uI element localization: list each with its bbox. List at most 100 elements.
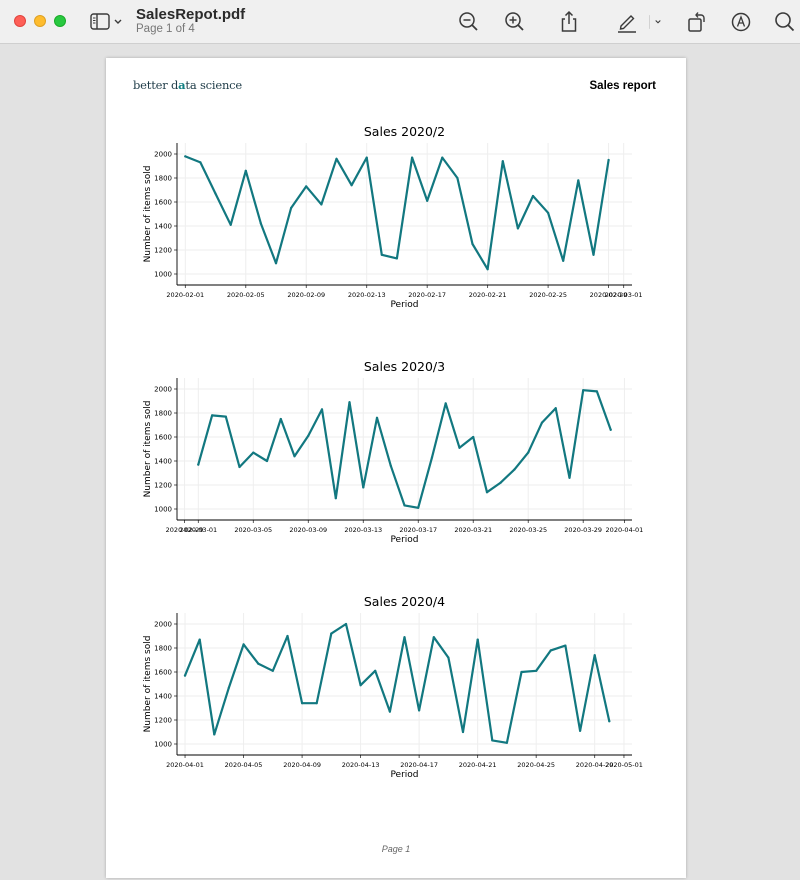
y-tick-label: 1200 xyxy=(154,717,172,725)
close-window-button[interactable] xyxy=(14,15,26,27)
data-point xyxy=(472,435,475,439)
y-tick-label: 1400 xyxy=(154,693,172,701)
data-point xyxy=(362,486,365,489)
page-indicator: Page 1 of 4 xyxy=(136,23,195,35)
data-point xyxy=(417,506,420,509)
data-point xyxy=(271,669,274,672)
y-axis-label: Number of items sold xyxy=(143,636,153,733)
x-tick-label: 2020-02-25 xyxy=(529,291,567,299)
data-point xyxy=(608,720,611,723)
markup-menu-button[interactable] xyxy=(648,9,668,35)
data-point xyxy=(389,464,392,467)
sidebar-toggle-button[interactable] xyxy=(88,10,126,34)
data-point xyxy=(547,211,550,214)
data-point xyxy=(330,632,333,635)
data-point xyxy=(344,622,348,626)
y-tick-label: 1600 xyxy=(154,669,172,677)
maximize-window-button[interactable] xyxy=(54,15,66,27)
data-point xyxy=(527,451,530,454)
annotate-button[interactable] xyxy=(728,9,754,35)
x-tick-label: 2020-02-09 xyxy=(287,291,325,299)
data-point xyxy=(607,158,610,162)
y-tick-label: 1000 xyxy=(154,741,172,749)
data-point xyxy=(315,702,318,705)
data-point xyxy=(227,686,230,689)
data-point xyxy=(562,259,565,262)
data-point xyxy=(279,417,282,421)
data-point xyxy=(564,644,567,647)
x-tick-label: 2020-03-13 xyxy=(344,526,382,534)
data-point xyxy=(593,654,596,657)
zoom-in-icon xyxy=(505,12,524,31)
data-point xyxy=(476,638,479,641)
data-point xyxy=(293,455,296,458)
data-point xyxy=(516,227,519,230)
minimize-window-button[interactable] xyxy=(34,15,46,27)
y-tick-label: 1800 xyxy=(154,645,172,653)
rotate-button[interactable] xyxy=(684,9,710,35)
data-point xyxy=(380,253,383,256)
y-tick-label: 1400 xyxy=(154,458,172,466)
zoom-out-icon xyxy=(459,12,478,31)
sales-chart-february: Sales 2020/2 1000 1200 1400 1600 1800 2000 2020… xyxy=(106,120,686,320)
data-point xyxy=(224,415,227,418)
data-point xyxy=(430,456,434,459)
x-tick-label: 2020-03-29 xyxy=(564,526,602,534)
y-tick-label: 1000 xyxy=(154,506,172,514)
data-point xyxy=(257,662,260,665)
data-point xyxy=(535,669,538,672)
data-point xyxy=(350,184,353,187)
data-point xyxy=(286,634,289,638)
data-point xyxy=(320,408,324,411)
x-tick-label: 2020-02-01 xyxy=(166,291,204,299)
chart-title: Sales 2020/2 xyxy=(364,124,445,139)
x-tick-label: 2020-04-25 xyxy=(517,761,555,769)
series-line xyxy=(197,389,612,509)
x-tick-label: 2020-03-21 xyxy=(454,526,492,534)
data-point xyxy=(579,729,582,732)
data-point xyxy=(458,446,461,449)
data-point xyxy=(499,481,502,484)
zoom-in-button[interactable] xyxy=(502,9,528,35)
x-tick-label: 2020-02-21 xyxy=(469,291,507,299)
data-point xyxy=(290,206,293,210)
x-tick-label: 2020-04-01 xyxy=(166,761,204,769)
data-point xyxy=(183,674,187,677)
logo: better data science xyxy=(133,78,243,92)
y-tick-label: 2000 xyxy=(154,621,172,629)
y-tick-label: 1600 xyxy=(154,199,172,207)
x-tick-label: 2020-04-21 xyxy=(459,761,497,769)
data-point xyxy=(320,203,323,206)
x-tick-label: 2020-03-09 xyxy=(289,526,327,534)
data-point xyxy=(582,389,585,392)
y-tick-label: 1800 xyxy=(154,410,172,418)
share-button[interactable] xyxy=(556,9,582,35)
data-point xyxy=(374,669,377,672)
x-tick-label: 2020-03-05 xyxy=(234,526,272,534)
data-point xyxy=(444,402,447,405)
data-point xyxy=(540,421,544,424)
data-point xyxy=(375,416,379,419)
data-point xyxy=(199,161,202,164)
data-point xyxy=(388,710,391,713)
data-point xyxy=(554,407,557,410)
x-tick-label: 2020-04-13 xyxy=(342,761,380,769)
zoom-out-button[interactable] xyxy=(456,9,482,35)
markup-button[interactable] xyxy=(614,9,640,35)
y-tick-label: 1600 xyxy=(154,434,172,442)
page-footer: Page 1 xyxy=(381,844,411,854)
data-point xyxy=(198,638,201,641)
document-title: SalesRepot.pdf xyxy=(136,6,246,23)
x-tick-label: 2020-02-29 xyxy=(166,526,204,534)
data-point xyxy=(307,434,310,437)
data-point xyxy=(447,656,450,659)
chart-title: Sales 2020/4 xyxy=(364,594,445,609)
x-tick-label: 2020-04-05 xyxy=(225,761,263,769)
data-point xyxy=(242,643,245,646)
search-icon xyxy=(775,12,795,32)
data-point xyxy=(418,709,421,712)
y-axis-label: Number of items sold xyxy=(143,401,153,498)
x-tick-label: 2020-04-17 xyxy=(400,761,438,769)
x-tick-label: 2020-02-13 xyxy=(348,291,386,299)
search-button[interactable] xyxy=(772,9,798,35)
